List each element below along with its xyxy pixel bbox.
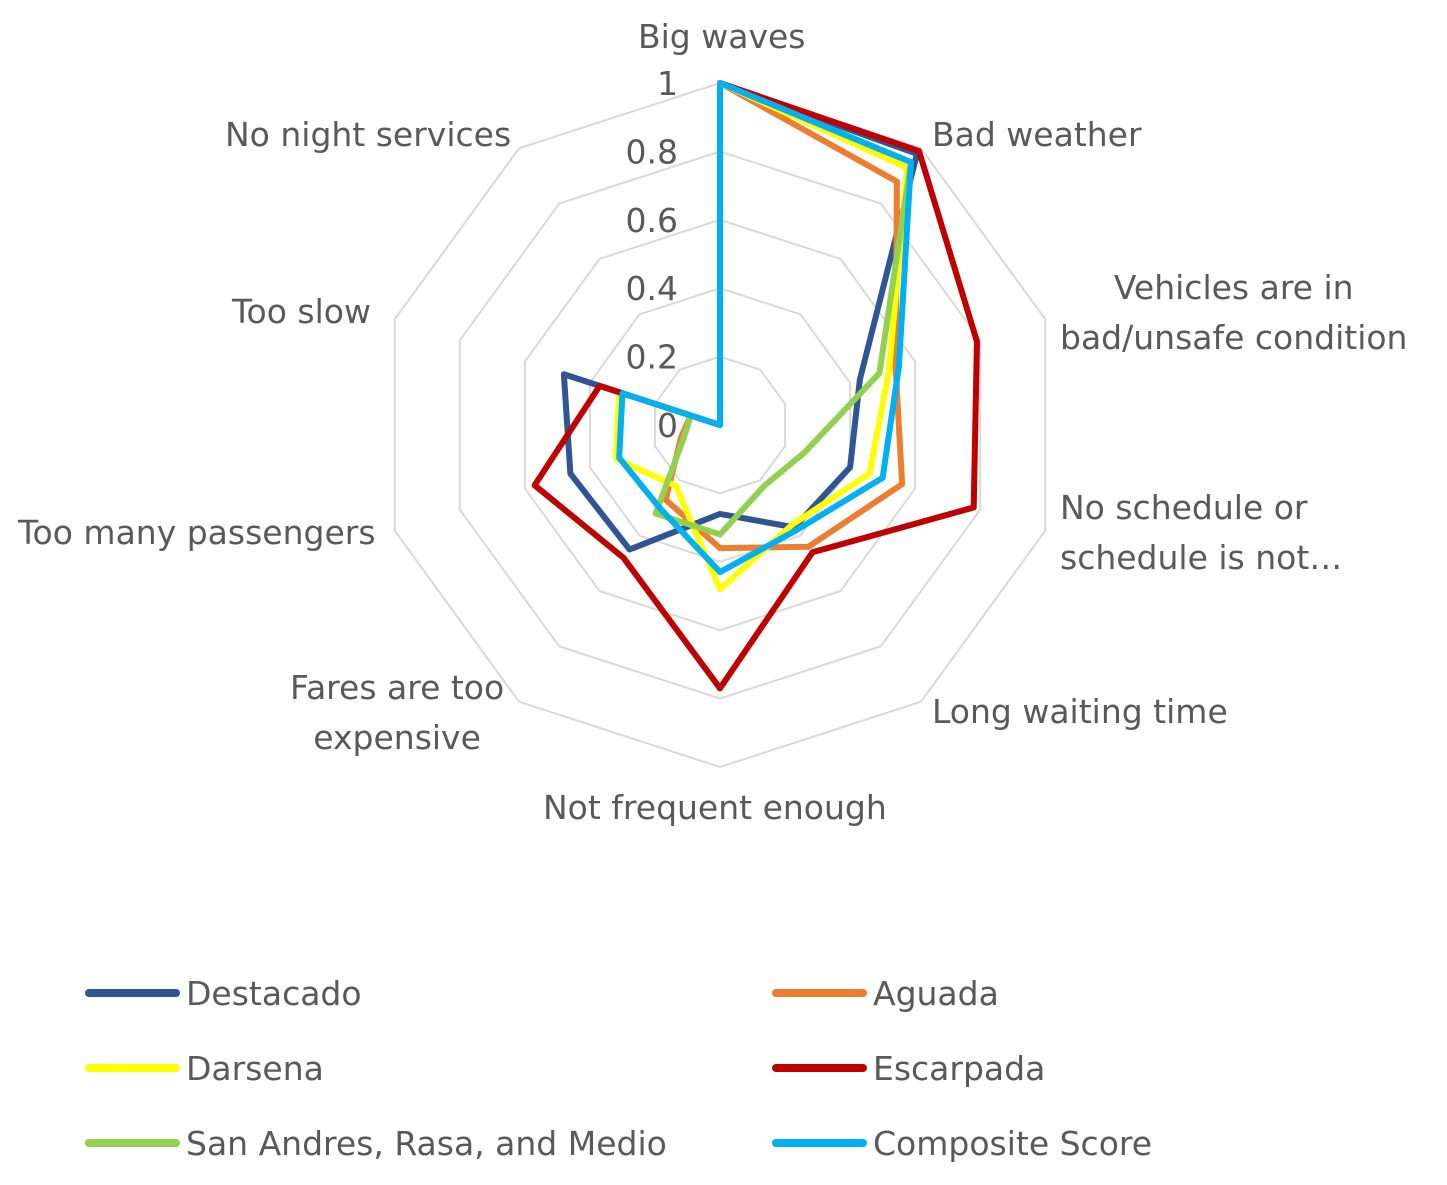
grid-ring [653, 355, 787, 495]
axis-label-big-waves: Big waves [638, 17, 806, 56]
legend-label: Darsena [186, 1048, 324, 1088]
legend-label: San Andres, Rasa, and Medio [186, 1123, 667, 1163]
legend-label: Escarpada [873, 1048, 1046, 1088]
grid-ring [588, 287, 852, 563]
tick-label: 0.2 [626, 338, 678, 377]
radial-tick-labels: 0 0.2 0.4 0.6 0.8 1 [626, 64, 678, 445]
legend-swatch [85, 1064, 180, 1072]
tick-label: 0.4 [626, 269, 678, 308]
axis-label-vehicles-condition: Vehicles are in bad/unsafe condition [1060, 268, 1408, 357]
axis-label-not-frequent-enough: Not frequent enough [543, 788, 887, 827]
legend-item-san-andres: San Andres, Rasa, and Medio [85, 1123, 667, 1163]
chart-legend: Destacado Aguada Darsena Escarpada San A… [85, 960, 1425, 1170]
series-line-composite-score [616, 80, 914, 576]
radar-chart: 0 0.2 0.4 0.6 0.8 1 [393, 64, 1047, 769]
tick-label: 0.8 [626, 132, 678, 171]
grid-ring [458, 150, 982, 700]
axis-label-no-night-services: No night services [225, 115, 512, 154]
axis-label-fares-expensive: Fares are too expensive [290, 668, 505, 757]
legend-item-composite: Composite Score [772, 1123, 1152, 1163]
legend-item-darsena: Darsena [85, 1048, 324, 1088]
legend-item-destacado: Destacado [85, 973, 362, 1013]
legend-swatch [772, 989, 867, 997]
legend-swatch [772, 1064, 867, 1072]
axis-label-long-waiting-time: Long waiting time [932, 692, 1228, 731]
tick-label: 0 [657, 406, 678, 445]
legend-swatch [85, 1139, 180, 1147]
legend-item-escarpada: Escarpada [772, 1048, 1045, 1088]
axis-label-no-schedule: No schedule or schedule is not… [1060, 488, 1343, 577]
grid-ring [393, 81, 1047, 769]
axis-label-too-many-passengers: Too many passengers [18, 513, 376, 552]
legend-label: Aguada [873, 973, 999, 1013]
radar-series [531, 80, 980, 692]
legend-label: Destacado [186, 973, 362, 1013]
legend-swatch [772, 1139, 867, 1147]
legend-item-aguada: Aguada [772, 973, 999, 1013]
axis-label-too-slow: Too slow [232, 292, 371, 331]
tick-label: 0.6 [626, 201, 678, 240]
legend-label: Composite Score [873, 1123, 1153, 1163]
axis-label-bad-weather: Bad weather [932, 115, 1142, 154]
tick-label: 1 [657, 64, 678, 103]
legend-swatch [85, 989, 180, 997]
